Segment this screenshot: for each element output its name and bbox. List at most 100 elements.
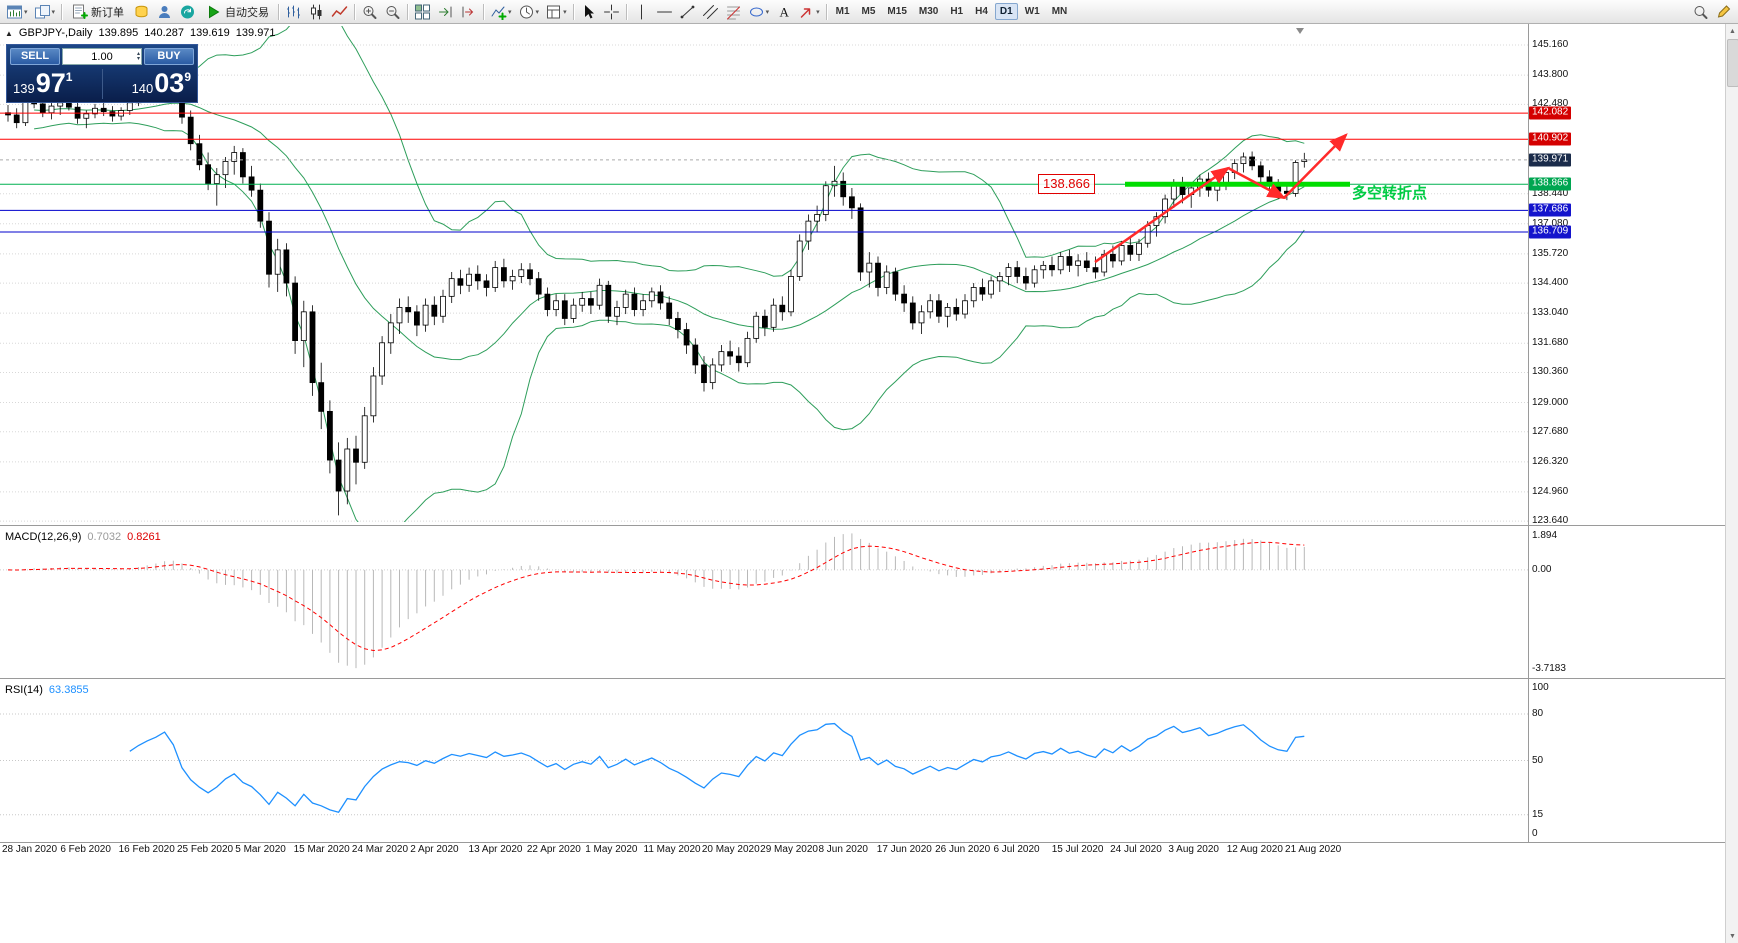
zoom-in-icon[interactable]	[358, 1, 381, 23]
toolbar-separator	[572, 3, 574, 20]
timeframe-mn[interactable]: MN	[1051, 6, 1068, 17]
svg-text:A: A	[780, 4, 790, 19]
tile-windows-icon[interactable]	[411, 1, 434, 23]
vertical-line-icon[interactable]	[630, 1, 653, 23]
chart-shift-icon[interactable]	[457, 1, 480, 23]
shapes-icon[interactable]: ▾	[745, 1, 773, 23]
macd-signal-line	[7, 541, 1305, 652]
market-watch-icon[interactable]	[130, 1, 153, 23]
templates-icon[interactable]: ▾	[542, 1, 570, 23]
horizontal-line-icon[interactable]	[653, 1, 676, 23]
toolbar-separator	[354, 3, 356, 20]
timeframe-w1[interactable]: W1	[1024, 6, 1040, 17]
navigator-icon[interactable]	[153, 1, 176, 23]
open-value: 139.895	[98, 27, 139, 39]
vertical-scrollbar[interactable]: ▲ ▼	[1725, 24, 1738, 943]
volume-spinner[interactable]: ▴ ▾	[136, 50, 140, 62]
support-price-annotation[interactable]: 138.866	[1038, 174, 1095, 194]
sell-button[interactable]: SELL	[10, 48, 60, 65]
strategy-tester-icon[interactable]	[176, 1, 199, 23]
collapse-triangle-icon[interactable]: ▲	[5, 28, 13, 38]
sell-price[interactable]: 139 97 1	[13, 70, 72, 99]
timeframe-h1[interactable]: H1	[950, 6, 964, 17]
scroll-down-icon[interactable]: ▼	[1729, 932, 1736, 940]
buy-button[interactable]: BUY	[144, 48, 194, 65]
macd-indicator-label: MACD(12,26,9) 0.7032 0.8261	[5, 531, 161, 543]
main-toolbar: ▾ ▾ 新订单 自动交易 ▾ ▾ ▾ ▾ A ▾ M1 M5 M15 M30 H1 H4 D1 W1 MN	[0, 0, 1738, 24]
chart-shift-marker[interactable]	[1296, 28, 1304, 34]
symbol-period-label: GBPJPY-,Daily	[18, 27, 93, 39]
scroll-up-icon[interactable]: ▲	[1729, 27, 1736, 35]
chart-profiles-icon[interactable]: ▾	[31, 1, 59, 23]
timeframe-m15[interactable]: M15	[887, 6, 907, 17]
volume-up-icon[interactable]: ▴	[136, 50, 140, 57]
chart-canvas[interactable]	[0, 24, 1738, 943]
timeframe-m30[interactable]: M30	[918, 6, 939, 17]
macd-histogram	[16, 533, 1305, 669]
bollinger-bands	[33, 26, 1305, 522]
edit-icon[interactable]	[1712, 1, 1735, 23]
macd-main-value: 0.7032	[87, 531, 122, 543]
sell-price-big: 97	[35, 68, 66, 98]
periods-icon[interactable]: ▾	[515, 1, 543, 23]
candlestick-chart-icon[interactable]	[305, 1, 328, 23]
rsi-name: RSI(14)	[5, 684, 43, 696]
sell-price-sup: 1	[65, 70, 73, 84]
sell-price-head: 139	[13, 81, 35, 96]
scrollbar-thumb[interactable]	[1727, 39, 1738, 87]
crosshair-icon[interactable]	[600, 1, 623, 23]
trendline-icon[interactable]	[676, 1, 699, 23]
arrows-icon[interactable]: ▾	[795, 1, 823, 23]
timeframe-m5[interactable]: M5	[861, 6, 876, 17]
volume-input[interactable]: 1.00 ▴ ▾	[62, 48, 142, 65]
zoom-out-icon[interactable]	[381, 1, 404, 23]
chevron-down-icon: ▾	[563, 8, 567, 16]
text-icon[interactable]: A	[772, 1, 795, 23]
buy-price-sup: 9	[184, 70, 191, 84]
low-value: 139.619	[190, 27, 230, 39]
turning-point-annotation[interactable]: 多空转折点	[1352, 185, 1428, 202]
chart-title: ▲ GBPJPY-,Daily 139.895 140.287 139.619 …	[5, 27, 276, 39]
rsi-value: 63.3855	[48, 684, 89, 696]
cursor-icon[interactable]	[577, 1, 600, 23]
toolbar-separator	[407, 3, 409, 20]
high-value: 140.287	[144, 27, 185, 39]
toolbar-separator	[625, 3, 627, 20]
chevron-down-icon: ▾	[535, 8, 540, 16]
candles-series	[5, 62, 1308, 516]
rsi-line	[129, 722, 1305, 813]
chart-window: 145.160 143.800 142.480 138.440 137.080 135.7…	[0, 24, 1738, 943]
toolbar-separator	[483, 3, 485, 20]
timeframe-m1[interactable]: M1	[835, 6, 850, 17]
trend-arrows[interactable]	[1094, 133, 1348, 264]
auto-trading-button[interactable]: 自动交易	[199, 2, 275, 22]
fibonacci-icon[interactable]	[722, 1, 745, 23]
auto-scroll-icon[interactable]	[434, 1, 457, 23]
price-divider	[101, 69, 103, 99]
horizontal-level-lines[interactable]	[0, 112, 1528, 233]
search-icon[interactable]	[1689, 1, 1712, 23]
toolbar-separator	[61, 3, 63, 20]
bollinger-upper-line	[33, 26, 1305, 277]
rsi-level-lines	[0, 713, 1528, 816]
timeframe-h4[interactable]: H4	[975, 6, 988, 17]
toolbar-separator	[825, 3, 827, 20]
timeframe-d1[interactable]: D1	[994, 3, 1018, 20]
one-click-trading-panel: SELL 1.00 ▴ ▾ BUY 139 97 1 1	[6, 44, 198, 103]
chevron-down-icon: ▾	[51, 8, 56, 16]
buy-price[interactable]: 140 03 9	[132, 70, 191, 99]
indicators-icon[interactable]: ▾	[487, 1, 515, 23]
equidistant-channel-icon[interactable]	[699, 1, 722, 23]
toolbar-separator	[278, 3, 280, 20]
bar-chart-icon[interactable]	[282, 1, 305, 23]
close-value: 139.971	[235, 27, 276, 39]
panel-separators	[0, 24, 1738, 843]
volume-value: 1.00	[91, 50, 113, 63]
grid-lines	[0, 44, 1528, 522]
new-order-button[interactable]: 新订单	[65, 2, 130, 22]
new-chart-icon[interactable]: ▾	[3, 1, 31, 23]
chevron-down-icon: ▾	[765, 8, 770, 16]
volume-down-icon[interactable]: ▾	[136, 55, 140, 62]
line-chart-icon[interactable]	[328, 1, 351, 23]
